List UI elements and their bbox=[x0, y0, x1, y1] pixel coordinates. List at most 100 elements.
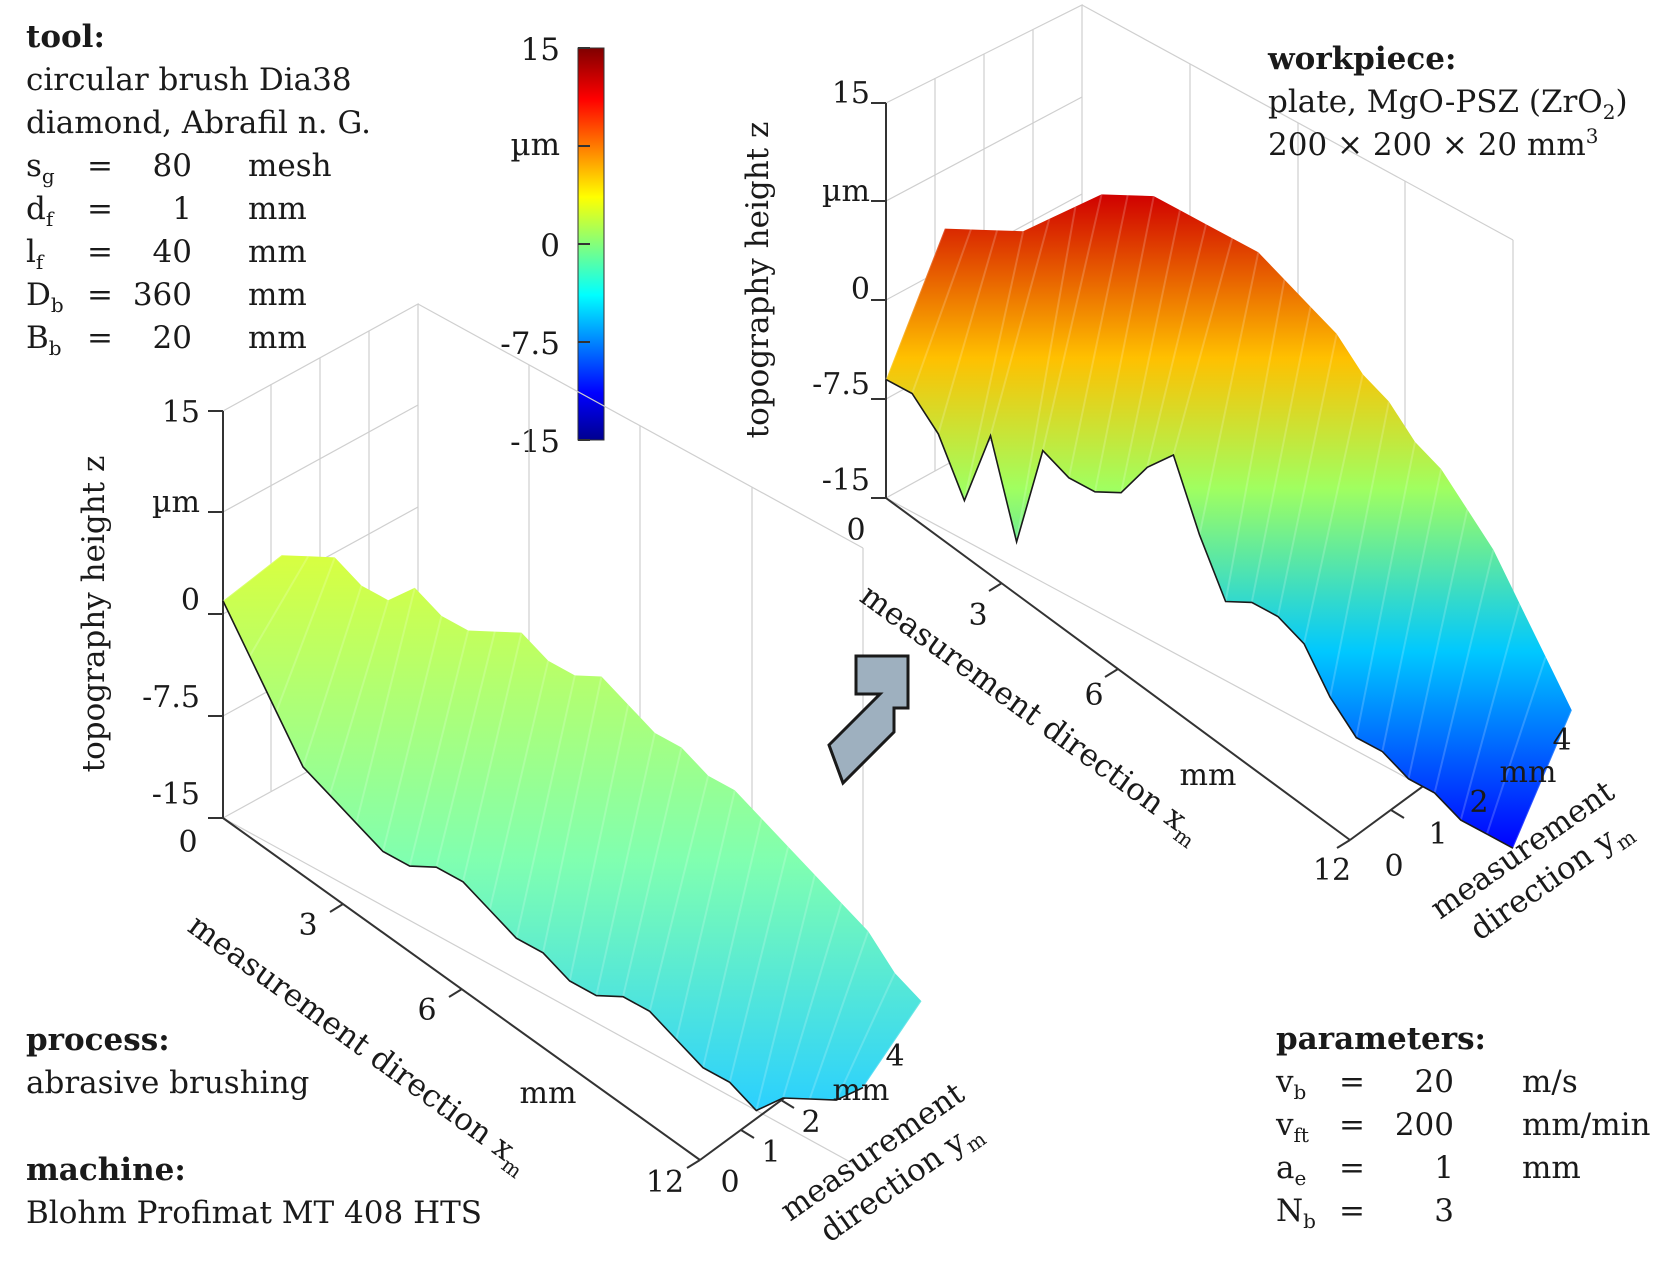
surface-ridge-line bbox=[1146, 223, 1208, 468]
x-tick-6: 6 bbox=[1084, 678, 1103, 713]
workpiece-heading: workpiece: bbox=[1268, 41, 1457, 77]
surface-fill bbox=[886, 194, 1572, 849]
y-unit: mm bbox=[833, 1073, 890, 1108]
y-tick-4: 4 bbox=[1552, 723, 1571, 758]
tool-param-Db: Db = 360 mm bbox=[26, 277, 307, 317]
z-unit: µm bbox=[822, 174, 870, 209]
z-tick-neg15: -15 bbox=[152, 777, 200, 812]
y-tick-0: 0 bbox=[720, 1165, 739, 1200]
colorbar-unit: µm bbox=[510, 127, 560, 163]
tool-line2: diamond, Abrafil n. G. bbox=[26, 105, 371, 141]
surface-ridge-line bbox=[937, 230, 999, 435]
x-tick-0: 0 bbox=[178, 825, 197, 860]
front-profile-line bbox=[222, 600, 864, 1112]
surface-ridge-line bbox=[1250, 306, 1312, 603]
tool-block: tool: circular brush Dia38 diamond, Abra… bbox=[26, 16, 371, 360]
surface-ridge-line bbox=[595, 732, 656, 996]
parameters-block: parameters: vb = 20 m/s vft = 200 mm/min ae = 1 m… bbox=[1276, 1018, 1651, 1233]
workpiece-line2: 200 × 200 × 20 mm3 bbox=[1268, 124, 1599, 163]
x-tick-3: 3 bbox=[968, 598, 987, 633]
surface-ridge-line bbox=[728, 846, 790, 1083]
surface-ridge-line bbox=[963, 231, 1025, 501]
surface-ridge-line bbox=[675, 790, 736, 1040]
param-Nb: Nb = 3 bbox=[1276, 1193, 1454, 1233]
z-unit: µm bbox=[152, 485, 200, 520]
machine-text: Blohm Profimat MT 408 HTS bbox=[26, 1195, 483, 1231]
surface-fill bbox=[223, 555, 922, 1111]
y-tick-4: 4 bbox=[885, 1039, 904, 1074]
y-tick-2: 2 bbox=[801, 1105, 820, 1140]
surface-ridge-line bbox=[1067, 195, 1129, 478]
x-tick-0: 0 bbox=[846, 513, 865, 548]
workpiece-block: workpiece: plate, MgO-PSZ (ZrO2) 200 × 2… bbox=[1268, 38, 1628, 167]
param-vb: vb = 20 m/s bbox=[1276, 1064, 1578, 1104]
front-profile-line bbox=[885, 378, 1514, 849]
surface-ridge-line bbox=[488, 660, 550, 911]
z-tick-neg15: -15 bbox=[822, 463, 870, 498]
x-unit: mm bbox=[520, 1076, 577, 1111]
y-tick-1: 1 bbox=[1428, 817, 1447, 852]
workpiece-line1: plate, MgO-PSZ (ZrO2) bbox=[1268, 84, 1628, 124]
surface-ridge-line bbox=[782, 902, 843, 1099]
surface-ridge-line bbox=[1120, 209, 1181, 493]
surface-ridge-line bbox=[885, 228, 946, 380]
tool-param-sg: sg = 80 mesh bbox=[26, 148, 332, 188]
surface-ridge-line bbox=[222, 554, 283, 602]
surface-ridge-line bbox=[1407, 509, 1469, 780]
colorbar-tick-neg7-5: -7.5 bbox=[500, 326, 560, 362]
surface-ridges bbox=[885, 194, 1573, 849]
tool-param-df: df = 1 mm bbox=[26, 191, 307, 231]
x-axis-label: measurement direction xm bbox=[850, 577, 1208, 853]
z-tick-0: 0 bbox=[181, 583, 200, 618]
surface-ridge-line bbox=[568, 704, 630, 982]
z-axis-label: topography height z bbox=[76, 456, 112, 773]
colorbar-tick-neg15: -15 bbox=[510, 424, 560, 460]
surface-ridge-line bbox=[1224, 279, 1286, 602]
parameters-heading: parameters: bbox=[1276, 1021, 1486, 1057]
y-tick-2: 2 bbox=[1469, 785, 1488, 820]
surface-ridge-line bbox=[1329, 401, 1390, 698]
surface-ridge-line bbox=[462, 632, 523, 883]
surface-ridge-line bbox=[1459, 603, 1521, 821]
surface-ridge-line bbox=[275, 557, 336, 712]
process-text: abrasive brushing bbox=[26, 1065, 310, 1101]
surface-ridge-line bbox=[808, 930, 870, 1100]
colorbar: 15 µm 0 -7.5 -15 bbox=[500, 32, 605, 460]
surface-ridge-line bbox=[248, 555, 310, 657]
surface-ridge-line bbox=[355, 587, 416, 824]
x-tick-12: 12 bbox=[1313, 853, 1351, 888]
surface-ridge-line bbox=[1512, 710, 1573, 849]
surface-ridge-line bbox=[382, 615, 443, 852]
surface-ridge-line bbox=[1015, 206, 1077, 543]
surface-ridge-line bbox=[648, 775, 710, 1012]
surface-ridge-line bbox=[1172, 237, 1234, 456]
surface-ridge-line bbox=[302, 585, 363, 768]
z-tick-15: 15 bbox=[832, 76, 870, 111]
z-axis-label: topography height z bbox=[740, 122, 776, 439]
surface-ridge-line bbox=[435, 631, 496, 868]
surface-ridge-line bbox=[1198, 252, 1260, 536]
surface-ridge-line bbox=[542, 676, 603, 954]
surface-ridge-line bbox=[328, 599, 390, 796]
surface-ridge-line bbox=[755, 874, 816, 1111]
param-vft: vft = 200 mm/min bbox=[1276, 1107, 1651, 1147]
surface-ridge-line bbox=[1094, 195, 1155, 493]
surface-ridge-line bbox=[862, 1000, 923, 1089]
tool-param-Bb: Bb = 20 mm bbox=[26, 320, 307, 360]
y-tick-1: 1 bbox=[761, 1135, 780, 1170]
surface-ridge-line bbox=[1041, 194, 1103, 451]
machine-block: machine: Blohm Profimat MT 408 HTS bbox=[26, 1149, 482, 1235]
process-heading: process: bbox=[26, 1022, 170, 1058]
colorbar-tick-15: 15 bbox=[521, 32, 560, 68]
surface-ridge-line bbox=[1433, 549, 1495, 794]
surface-ridge-line bbox=[1381, 468, 1443, 752]
z-tick-15: 15 bbox=[162, 395, 200, 430]
z-tick-neg7-5: -7.5 bbox=[812, 367, 870, 402]
x-tick-6: 6 bbox=[417, 993, 436, 1028]
surface-ridge-line bbox=[1276, 333, 1338, 617]
surface-ridges bbox=[222, 554, 923, 1111]
surface-ridge-line bbox=[702, 818, 763, 1068]
x-unit: mm bbox=[1180, 758, 1237, 793]
surface-ridge-line bbox=[911, 229, 972, 394]
